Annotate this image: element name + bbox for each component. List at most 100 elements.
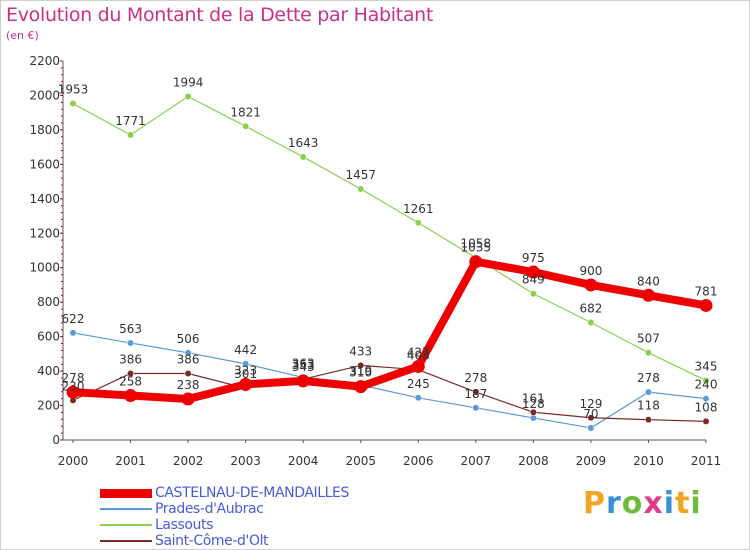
logo-letter: o [621, 486, 644, 521]
y-tick-label: 1200 [29, 226, 60, 240]
data-label-saint-c-me-d-olt: 386 [177, 353, 200, 367]
data-label-prades-d-aubrac: 622 [62, 312, 85, 326]
y-tick-label: 2000 [29, 88, 60, 102]
x-tick-label: 2011 [691, 454, 722, 468]
data-label-lassouts: 1771 [115, 114, 146, 128]
proxiti-logo: Proxiti [583, 486, 702, 521]
data-label-saint-c-me-d-olt: 353 [292, 358, 315, 372]
x-tick-label: 2003 [230, 454, 261, 468]
data-label-castelnau-de-mandailles: 840 [637, 274, 660, 288]
data-label-prades-d-aubrac: 563 [119, 322, 142, 336]
data-label-castelnau-de-mandailles: 258 [119, 375, 142, 389]
series-line-castelnau-de-mandailles [72, 257, 707, 403]
data-label-castelnau-de-mandailles: 1035 [461, 241, 492, 255]
legend-item-lassouts: Lassouts [100, 517, 349, 533]
data-label-lassouts: 1953 [58, 83, 89, 97]
x-tick-label: 2001 [115, 454, 146, 468]
data-label-prades-d-aubrac: 187 [464, 387, 487, 401]
data-label-prades-d-aubrac: 245 [407, 377, 430, 391]
data-point-lassouts [69, 100, 77, 108]
data-label-prades-d-aubrac: 506 [177, 332, 200, 346]
y-tick-label: 1600 [29, 157, 60, 171]
data-point-castelnau-de-mandailles [181, 392, 195, 406]
data-point-castelnau-de-mandailles [66, 385, 80, 399]
y-tick-label: 600 [37, 330, 60, 344]
legend-swatch [100, 508, 152, 510]
data-label-castelnau-de-mandailles: 343 [292, 360, 315, 374]
data-label-saint-c-me-d-olt: 278 [464, 371, 487, 385]
data-point-saint-c-me-d-olt [702, 417, 710, 425]
x-tick-label: 2004 [288, 454, 319, 468]
x-tick-label: 2008 [518, 454, 549, 468]
logo-letter: P [583, 486, 606, 521]
series-line-saint-c-me-d-olt [72, 364, 707, 422]
data-point-castelnau-de-mandailles [526, 265, 540, 279]
data-point-prades-d-aubrac [127, 339, 134, 347]
data-point-prades-d-aubrac [587, 424, 595, 432]
data-label-prades-d-aubrac: 240 [695, 378, 718, 392]
data-label-lassouts: 345 [695, 360, 718, 374]
data-label-saint-c-me-d-olt: 386 [119, 353, 142, 367]
data-label-lassouts: 1261 [403, 202, 434, 216]
data-point-lassouts [184, 93, 192, 100]
data-point-lassouts [529, 290, 537, 298]
x-tick-label: 2009 [576, 454, 607, 468]
data-point-lassouts [587, 319, 595, 326]
data-point-saint-c-me-d-olt [529, 408, 537, 416]
data-point-castelnau-de-mandailles [239, 377, 253, 391]
data-point-saint-c-me-d-olt [645, 416, 652, 424]
data-label-castelnau-de-mandailles: 278 [62, 371, 85, 385]
x-tick-label: 2000 [58, 454, 89, 468]
y-tick-label: 400 [37, 364, 60, 378]
logo-letter: r [606, 486, 622, 521]
legend-label: Lassouts [155, 517, 213, 533]
y-tick-label: 1000 [29, 261, 60, 275]
data-label-saint-c-me-d-olt: 230 [62, 379, 85, 393]
data-point-saint-c-me-d-olt [184, 370, 192, 377]
data-label-prades-d-aubrac: 363 [292, 356, 315, 370]
x-tick-label: 2005 [345, 454, 376, 468]
chart-subtitle: (en €) [6, 29, 39, 42]
y-tick-label: 800 [37, 295, 60, 309]
data-label-castelnau-de-mandailles: 238 [177, 378, 200, 392]
data-point-castelnau-de-mandailles [584, 278, 598, 292]
y-tick-label: 1800 [29, 123, 60, 137]
data-point-lassouts [702, 377, 710, 385]
data-point-prades-d-aubrac [414, 394, 422, 402]
data-label-lassouts: 682 [579, 302, 602, 316]
legend-swatch [100, 524, 152, 526]
data-label-lassouts: 1643 [288, 136, 319, 150]
data-point-lassouts [414, 219, 422, 227]
logo-letter: t [675, 486, 691, 521]
x-tick-label: 2010 [633, 454, 664, 468]
logo-letter: i [663, 486, 676, 521]
data-label-saint-c-me-d-olt: 129 [579, 397, 602, 411]
data-point-saint-c-me-d-olt [127, 370, 134, 377]
y-tick-label: 0 [52, 433, 60, 447]
logo-letter: x [643, 486, 664, 521]
series-layer [66, 93, 713, 432]
data-label-prades-d-aubrac: 319 [349, 364, 372, 378]
x-tick-label: 2006 [403, 454, 434, 468]
data-label-saint-c-me-d-olt: 408 [407, 349, 430, 363]
data-label-lassouts: 849 [522, 273, 545, 287]
data-label-saint-c-me-d-olt: 301 [234, 367, 257, 381]
data-label-prades-d-aubrac: 128 [522, 397, 545, 411]
axes: 0 200 400 600 800 1000 1200 1400 1600 1800 2000 220… [29, 54, 721, 468]
data-label-castelnau-de-mandailles: 975 [522, 251, 545, 265]
data-labels-layer: 622 563 506 442 363 319 245 187 128 70 278 240 1953 1… [58, 75, 718, 420]
y-tick-label: 200 [37, 399, 60, 413]
y-tick-label: 2200 [29, 54, 60, 68]
data-label-lassouts: 1058 [461, 237, 492, 251]
logo-letter: i [690, 486, 702, 521]
data-label-lassouts: 1821 [230, 105, 261, 119]
x-tick-label: 2007 [461, 454, 492, 468]
data-point-lassouts [357, 185, 365, 193]
data-label-castelnau-de-mandailles: 781 [695, 284, 718, 298]
legend-item-castelnau-de-mandailles: CASTELNAU-DE-MANDAILLES [100, 485, 349, 501]
data-label-prades-d-aubrac: 70 [583, 407, 598, 421]
data-point-lassouts [242, 122, 250, 130]
data-point-prades-d-aubrac [242, 360, 250, 368]
legend-item-saint-c-me-d-olt: Saint-Côme-d'Olt [100, 533, 349, 549]
